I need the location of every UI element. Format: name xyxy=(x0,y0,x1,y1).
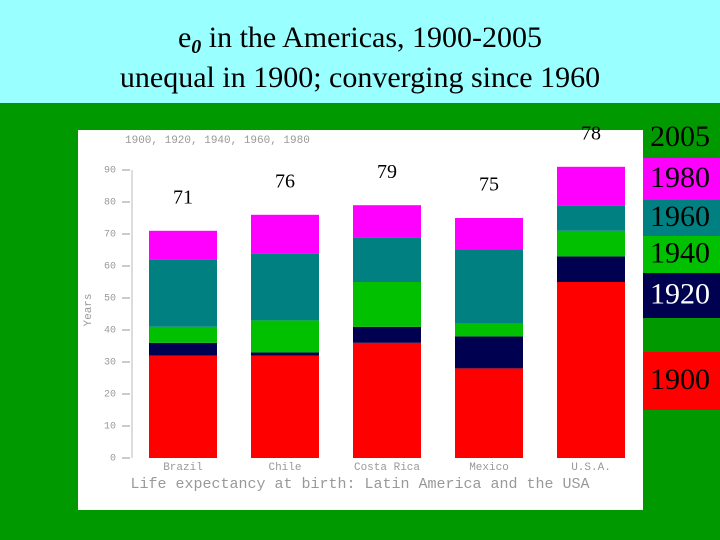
bar-segment xyxy=(251,253,319,321)
y-tick-label: 10 xyxy=(104,422,116,433)
bar-segment xyxy=(149,326,217,343)
bar-segment xyxy=(353,326,421,343)
y-tick-label: 70 xyxy=(104,230,116,241)
total-label: 71 xyxy=(173,186,193,208)
total-label: 75 xyxy=(479,174,499,196)
bar-segment xyxy=(353,282,421,327)
bar-segment xyxy=(455,250,523,324)
total-label: 76 xyxy=(275,170,295,192)
bar-segment xyxy=(557,256,625,282)
header-band xyxy=(0,0,720,103)
slide-subtitle: unequal in 1900; converging since 1960 xyxy=(120,61,600,94)
bar-segment xyxy=(251,214,319,254)
title-part: e xyxy=(178,21,191,54)
legend-label: 1920 xyxy=(650,277,710,310)
bar-segment xyxy=(455,336,523,369)
y-tick-label: 90 xyxy=(104,166,116,177)
legend-total-label: 2005 xyxy=(650,120,710,153)
title-subscript: 0 xyxy=(191,36,201,58)
total-label: 78 xyxy=(581,122,601,144)
bar-segment xyxy=(353,237,421,282)
title-part: in the Americas, 1900-2005 xyxy=(201,21,542,54)
bar-segment xyxy=(557,166,625,206)
x-tick-label: Brazil xyxy=(163,462,203,474)
y-tick-label: 50 xyxy=(104,294,116,305)
y-tick-label: 30 xyxy=(104,358,116,369)
bar-segment xyxy=(353,205,421,238)
legend-label: 1940 xyxy=(650,236,710,269)
x-tick-label: Costa Rica xyxy=(354,462,420,474)
y-tick-label: 60 xyxy=(104,262,116,273)
y-tick-label: 20 xyxy=(104,390,116,401)
bar-segment xyxy=(557,230,625,257)
bar-segment xyxy=(149,259,217,327)
bar-segment xyxy=(557,205,625,231)
bar-segment xyxy=(149,230,217,260)
legend-swatch xyxy=(643,273,720,318)
legend-label: 1900 xyxy=(650,363,710,396)
y-tick-label: 0 xyxy=(110,454,116,465)
legend-label: 1980 xyxy=(650,161,710,194)
bar-segment xyxy=(149,355,217,458)
bar-segment xyxy=(251,352,319,356)
bar-segment xyxy=(251,320,319,353)
legend-swatch xyxy=(643,236,720,273)
total-label: 79 xyxy=(377,161,397,183)
x-tick-label: U.S.A. xyxy=(571,462,611,474)
legend-label: 1960 xyxy=(650,200,710,233)
y-axis-title: Years xyxy=(83,293,95,326)
chart-title: 1900, 1920, 1940, 1960, 1980 xyxy=(125,135,310,147)
bar-segment xyxy=(455,218,523,250)
legend-swatch xyxy=(643,200,720,236)
x-tick-label: Mexico xyxy=(469,462,509,474)
bar-segment xyxy=(353,342,421,458)
x-tick-label: Chile xyxy=(268,462,301,474)
legend-swatch xyxy=(643,352,720,410)
slide-title: e0 in the Americas, 1900-2005 xyxy=(178,21,542,58)
x-axis-title: Life expectancy at birth: Latin America … xyxy=(130,476,589,493)
bar-segment xyxy=(557,282,625,458)
bar-segment xyxy=(455,323,523,337)
y-tick-label: 40 xyxy=(104,326,116,337)
y-tick-label: 80 xyxy=(104,198,116,209)
bar-segment xyxy=(251,355,319,458)
bar-segment xyxy=(149,342,217,356)
legend-swatch xyxy=(643,158,720,200)
bar-segment xyxy=(455,368,523,458)
